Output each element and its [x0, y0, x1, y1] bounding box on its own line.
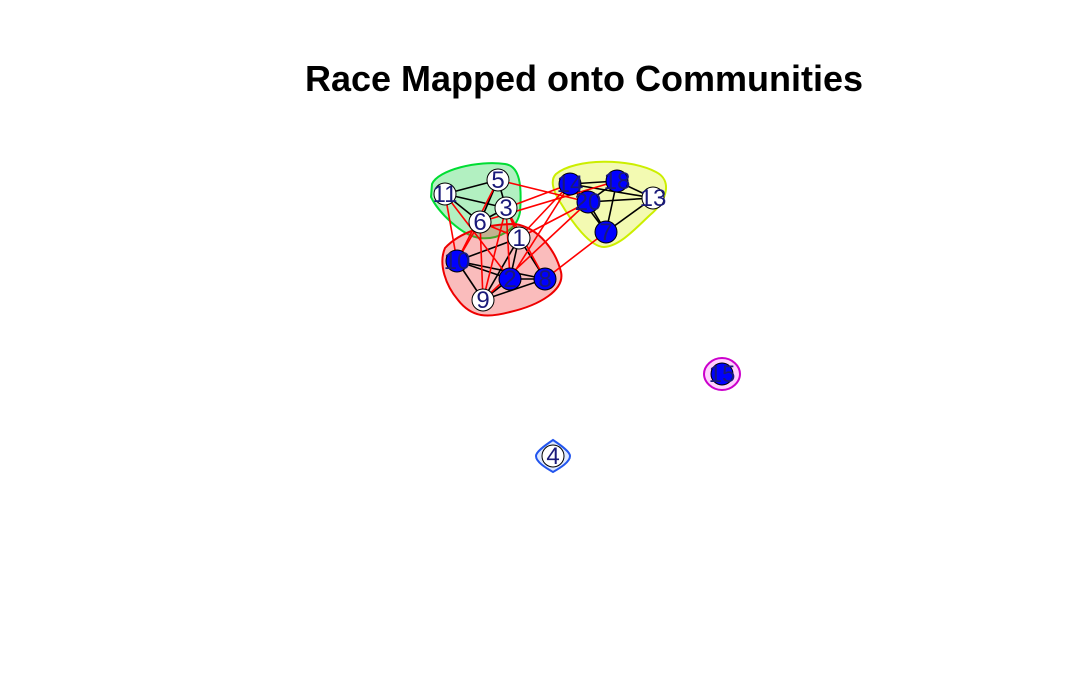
vertex-label-6: 6 — [473, 209, 486, 236]
vertex-label-1: 1 — [512, 225, 525, 252]
edge-3-2 — [505, 207, 511, 280]
vertex-label-7: 7 — [599, 219, 612, 246]
vertex-label-10: 10 — [444, 248, 471, 275]
vertex-label-9: 9 — [476, 287, 489, 314]
vertex-circle-15 — [710, 362, 734, 386]
vertex-label-18: 18 — [604, 168, 631, 195]
vertex-circle-4 — [541, 444, 565, 468]
vertex-circle-20 — [576, 190, 600, 214]
vertex-9: 9 — [471, 287, 495, 314]
vertex-circle-9 — [471, 288, 495, 312]
vertex-label-4: 4 — [546, 443, 559, 470]
vertex-circle-10 — [445, 249, 469, 273]
edge-3-9 — [482, 207, 507, 301]
vertex-13: 13 — [640, 185, 667, 212]
vertex-5: 5 — [486, 167, 510, 194]
vertex-11: 11 — [433, 181, 458, 208]
edge-2-14 — [509, 183, 571, 280]
vertex-18: 18 — [604, 168, 631, 195]
edge-6-9 — [479, 221, 484, 301]
vertex-6: 6 — [468, 209, 492, 236]
edge-10-8 — [456, 260, 546, 280]
vertex-label-14: 14 — [557, 171, 584, 198]
vertex-label-15: 15 — [709, 361, 736, 388]
vertex-circle-18 — [605, 169, 629, 193]
vertex-circle-8 — [533, 267, 557, 291]
vertex-circle-5 — [486, 168, 510, 192]
vertex-circle-7 — [594, 220, 618, 244]
vertex-1: 1 — [507, 225, 531, 252]
vertex-2: 2 — [498, 266, 522, 293]
vertex-circle-1 — [507, 226, 531, 250]
vertex-label-2: 2 — [503, 266, 516, 293]
vertex-label-20: 20 — [575, 189, 602, 216]
edge-8-7 — [544, 231, 607, 280]
vertex-8: 8 — [533, 266, 557, 293]
edge-1-20 — [518, 201, 589, 239]
vertex-14: 14 — [557, 171, 584, 198]
vertex-7: 7 — [594, 219, 618, 246]
edge-5-20 — [497, 179, 589, 203]
edge-11-2 — [444, 193, 511, 280]
vertex-circle-11 — [433, 182, 457, 206]
edge-1-9 — [482, 237, 520, 301]
vertex-circle-6 — [468, 210, 492, 234]
vertex-10: 10 — [444, 248, 471, 275]
vertex-label-8: 8 — [538, 266, 551, 293]
vertex-label-5: 5 — [491, 167, 504, 194]
vertex-label-3: 3 — [499, 195, 512, 222]
vertex-circle-14 — [558, 172, 582, 196]
graph-title: Race Mapped onto Communities — [305, 58, 863, 99]
vertex-label-13: 13 — [640, 185, 667, 212]
vertex-circle-13 — [641, 186, 665, 210]
vertex-label-11: 11 — [433, 181, 458, 208]
vertex-20: 20 — [575, 189, 602, 216]
vertex-circle-2 — [498, 267, 522, 291]
edge-1-14 — [518, 183, 571, 239]
vertex-circle-3 — [494, 196, 518, 220]
vertex-4: 4 — [541, 443, 565, 470]
vertex-3: 3 — [494, 195, 518, 222]
vertex-15: 15 — [709, 361, 736, 388]
